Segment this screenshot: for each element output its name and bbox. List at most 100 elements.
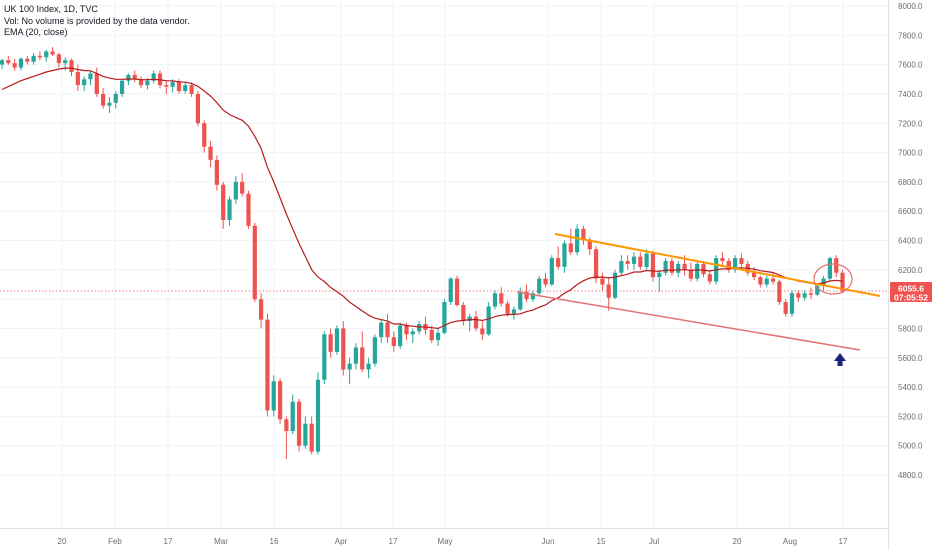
candle-body[interactable]	[575, 228, 580, 253]
candle-body[interactable]	[138, 79, 144, 86]
candle-body[interactable]	[240, 181, 245, 194]
candle-body[interactable]	[417, 324, 422, 332]
candle-body[interactable]	[758, 277, 763, 285]
candle-body[interactable]	[12, 63, 17, 68]
candle-body[interactable]	[644, 253, 649, 267]
candle-body[interactable]	[189, 85, 194, 94]
legend-ema[interactable]: EMA (20, close)	[4, 27, 68, 37]
candle-body[interactable]	[227, 199, 232, 220]
candle-body[interactable]	[815, 285, 820, 295]
candle-body[interactable]	[827, 258, 833, 279]
candle-body[interactable]	[808, 293, 814, 295]
candle-body[interactable]	[0, 60, 5, 65]
candle-body[interactable]	[587, 240, 592, 250]
candle-body[interactable]	[518, 291, 523, 310]
candle-body[interactable]	[170, 82, 175, 87]
candle-body[interactable]	[75, 71, 80, 86]
candle-body[interactable]	[221, 184, 226, 220]
candle-body[interactable]	[695, 263, 700, 279]
candle-body[interactable]	[101, 93, 106, 106]
candle-body[interactable]	[751, 272, 757, 278]
candle-body[interactable]	[631, 256, 637, 264]
candle-body[interactable]	[157, 73, 163, 86]
candle-body[interactable]	[676, 263, 681, 273]
candle-body[interactable]	[435, 332, 441, 341]
candle-body[interactable]	[467, 316, 472, 322]
candle-body[interactable]	[379, 322, 384, 338]
candle-body[interactable]	[277, 381, 283, 420]
candle-body[interactable]	[214, 159, 219, 185]
candle-body[interactable]	[777, 281, 782, 303]
candle-body[interactable]	[840, 272, 845, 291]
candle-body[interactable]	[404, 325, 409, 335]
candle-body[interactable]	[315, 379, 321, 452]
candle-body[interactable]	[195, 93, 201, 124]
highlight-circle[interactable]	[813, 263, 853, 295]
candle-body[interactable]	[31, 55, 36, 62]
candle-body[interactable]	[233, 181, 238, 200]
candle-body[interactable]	[82, 79, 87, 86]
candle-body[interactable]	[410, 331, 415, 335]
candle-body[interactable]	[562, 243, 567, 267]
candle-body[interactable]	[265, 319, 270, 411]
candle-body[interactable]	[442, 302, 447, 333]
candle-body[interactable]	[663, 261, 668, 273]
candle-body[interactable]	[151, 73, 156, 81]
lower-trendline[interactable]	[516, 291, 861, 351]
candle-body[interactable]	[44, 51, 49, 58]
candle-body[interactable]	[372, 337, 377, 364]
candle-body[interactable]	[549, 258, 554, 285]
candle-body[interactable]	[688, 269, 693, 279]
candle-body[interactable]	[796, 293, 801, 298]
candle-body[interactable]	[657, 272, 662, 278]
candle-body[interactable]	[511, 309, 517, 314]
candle-body[interactable]	[296, 401, 302, 446]
candle-body[interactable]	[6, 60, 11, 64]
candle-body[interactable]	[581, 228, 586, 241]
candle-body[interactable]	[328, 334, 333, 352]
candle-body[interactable]	[145, 80, 150, 86]
candle-body[interactable]	[720, 258, 725, 262]
candle-body[interactable]	[176, 82, 182, 92]
candle-body[interactable]	[789, 293, 795, 314]
candle-body[interactable]	[770, 278, 776, 282]
candle-body[interactable]	[461, 304, 466, 322]
candle-body[interactable]	[334, 328, 340, 352]
candle-body[interactable]	[480, 328, 485, 335]
candle-body[interactable]	[682, 263, 687, 270]
candle-body[interactable]	[492, 293, 498, 307]
candle-body[interactable]	[126, 74, 131, 81]
candle-body[interactable]	[303, 423, 308, 446]
candle-body[interactable]	[341, 328, 346, 370]
candle-body[interactable]	[524, 291, 529, 300]
candle-body[interactable]	[726, 261, 731, 270]
candle-body[interactable]	[764, 278, 769, 285]
candle-body[interactable]	[454, 278, 460, 305]
candle-body[interactable]	[625, 261, 630, 264]
up-arrow-marker[interactable]	[834, 353, 846, 366]
candle-body[interactable]	[707, 274, 712, 282]
candle-body[interactable]	[701, 263, 706, 275]
candle-body[interactable]	[347, 363, 352, 370]
candle-body[interactable]	[530, 293, 535, 300]
candle-body[interactable]	[556, 258, 561, 267]
candle-body[interactable]	[606, 284, 611, 298]
candle-body[interactable]	[309, 423, 314, 452]
candle-body[interactable]	[246, 193, 251, 226]
candle-body[interactable]	[69, 60, 74, 72]
candle-body[interactable]	[252, 225, 257, 300]
candle-body[interactable]	[802, 293, 807, 298]
candle-body[interactable]	[821, 278, 826, 286]
candle-body[interactable]	[366, 363, 371, 370]
candle-body[interactable]	[568, 243, 573, 253]
candle-body[interactable]	[290, 401, 295, 432]
candle-body[interactable]	[360, 347, 365, 370]
candle-body[interactable]	[271, 381, 276, 411]
candle-body[interactable]	[486, 306, 491, 335]
candle-body[interactable]	[783, 302, 788, 314]
candle-body[interactable]	[50, 51, 55, 55]
candle-body[interactable]	[37, 55, 43, 58]
candle-body[interactable]	[733, 258, 738, 270]
candle-body[interactable]	[132, 74, 137, 80]
